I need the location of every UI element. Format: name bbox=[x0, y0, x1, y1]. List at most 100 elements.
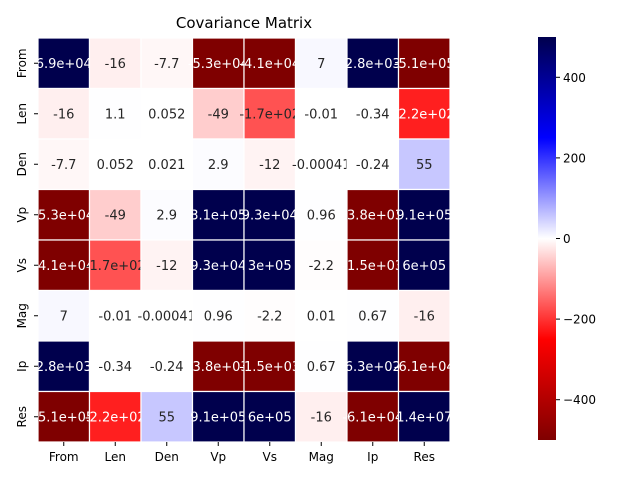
colorbar: 400 200 0 −200 −400 bbox=[538, 37, 596, 440]
colorbar-tick-label: −400 bbox=[563, 393, 596, 407]
heatmap-cell bbox=[191, 87, 245, 140]
cell-annotation: -16 bbox=[53, 107, 74, 122]
heatmap-cell bbox=[346, 390, 400, 443]
cell-annotation: 2.9 bbox=[208, 158, 229, 173]
y-tick-label: Len bbox=[15, 103, 29, 124]
cell-annotation: -16 bbox=[414, 309, 435, 324]
cell-annotation: -0.34 bbox=[356, 107, 390, 122]
cell-annotation: 9.3e+04 bbox=[190, 259, 246, 274]
cell-annotation: -2.2 bbox=[257, 309, 282, 324]
heatmap-cell bbox=[191, 188, 245, 241]
cell-annotation: 2.9 bbox=[156, 208, 177, 223]
heatmap-cell bbox=[294, 340, 348, 393]
heatmap-cell bbox=[37, 37, 91, 90]
heatmap-cell bbox=[140, 239, 194, 292]
cell-annotation: 9.1e+05 bbox=[190, 410, 246, 425]
cell-annotation: -0.24 bbox=[150, 360, 184, 375]
heatmap-cell bbox=[397, 37, 451, 90]
cell-annotation: 1.4e+07 bbox=[396, 410, 452, 425]
x-tick-label: Vp bbox=[210, 450, 226, 464]
heatmap-cell bbox=[88, 239, 142, 292]
cell-annotation: -4.1e+04 bbox=[239, 57, 300, 72]
heatmap-cell bbox=[88, 289, 142, 342]
heatmap-cell bbox=[346, 239, 400, 292]
cell-annotation: -0.01 bbox=[304, 107, 338, 122]
heatmap-cell bbox=[397, 390, 451, 443]
colorbar-tick-label: 400 bbox=[563, 71, 586, 85]
heatmap-cell bbox=[243, 188, 297, 241]
cell-annotation: -16 bbox=[311, 410, 332, 425]
x-tick-label: Den bbox=[155, 450, 179, 464]
cell-annotation: -0.00041 bbox=[292, 158, 350, 173]
heatmap-cell bbox=[397, 138, 451, 191]
heatmap-cell bbox=[397, 188, 451, 241]
heatmap-cell bbox=[88, 390, 142, 443]
heatmap-cell bbox=[397, 239, 451, 292]
heatmap-cell bbox=[397, 289, 451, 342]
heatmap-cells: 6.9e+04 -16 -7.7 -5.3e+04-4.1e+04 7 2.8e+03-5… bbox=[33, 37, 455, 443]
heatmap-cell bbox=[294, 138, 348, 191]
x-tick-label: From bbox=[49, 450, 79, 464]
cell-annotation: 3.1e+05 bbox=[190, 208, 246, 223]
cell-annotation: -12 bbox=[259, 158, 280, 173]
heatmap-cell bbox=[294, 390, 348, 443]
cell-annotation: 7 bbox=[317, 57, 325, 72]
cell-annotation: -5.3e+04 bbox=[33, 208, 94, 223]
x-tick-label: Mag bbox=[309, 450, 334, 464]
heatmap-cell bbox=[346, 340, 400, 393]
x-tick-label: Vs bbox=[263, 450, 277, 464]
cell-annotation: 6.9e+04 bbox=[36, 57, 92, 72]
cell-annotation: 6e+05 bbox=[248, 410, 292, 425]
cell-annotation: -1.5e+03 bbox=[239, 360, 300, 375]
cell-annotation: -3.8e+03 bbox=[342, 208, 403, 223]
colorbar-tick-label: 200 bbox=[563, 151, 586, 165]
cell-annotation: -2.2 bbox=[309, 259, 334, 274]
y-axis-ticks: From Len Den Vp Vs Mag Ip Res bbox=[15, 48, 38, 427]
cell-annotation: -2.2e+02 bbox=[394, 107, 455, 122]
x-axis-ticks: From Len Den Vp Vs Mag Ip Res bbox=[49, 442, 435, 464]
cell-annotation: 0.052 bbox=[97, 158, 134, 173]
cell-annotation: 0.021 bbox=[148, 158, 185, 173]
cell-annotation: -1.7e+02 bbox=[239, 107, 300, 122]
cell-annotation: 55 bbox=[158, 410, 175, 425]
heatmap-cell bbox=[88, 37, 142, 90]
cell-annotation: 0.96 bbox=[204, 309, 233, 324]
heatmap-cell bbox=[346, 188, 400, 241]
cell-annotation: 55 bbox=[416, 158, 433, 173]
cell-annotation: -49 bbox=[208, 107, 229, 122]
cell-annotation: -7.7 bbox=[154, 57, 179, 72]
cell-annotation: -5.1e+05 bbox=[394, 57, 455, 72]
cell-annotation: 0.67 bbox=[358, 309, 387, 324]
cell-annotation: -6.1e+04 bbox=[394, 360, 455, 375]
heatmap-cell bbox=[140, 390, 194, 443]
heatmap-cell bbox=[346, 37, 400, 90]
heatmap-cell bbox=[243, 340, 297, 393]
cell-annotation: -16 bbox=[105, 57, 126, 72]
cell-annotation: -4.1e+04 bbox=[33, 259, 94, 274]
cell-annotation: -0.34 bbox=[98, 360, 132, 375]
colorbar-tick-label: 0 bbox=[563, 232, 571, 246]
cell-annotation: -0.00041 bbox=[138, 309, 196, 324]
heatmap-cell bbox=[37, 87, 91, 140]
cell-annotation: 7 bbox=[60, 309, 68, 324]
cell-annotation: -3.8e+03 bbox=[188, 360, 249, 375]
cell-annotation: -5.1e+05 bbox=[33, 410, 94, 425]
cell-annotation: -5.3e+04 bbox=[188, 57, 249, 72]
cell-annotation: -0.01 bbox=[98, 309, 132, 324]
cell-annotation: 1.1 bbox=[105, 107, 126, 122]
y-tick-label: Vp bbox=[15, 207, 29, 223]
cell-annotation: 0.01 bbox=[307, 309, 336, 324]
cell-annotation: 0.67 bbox=[307, 360, 336, 375]
cell-annotation: 0.052 bbox=[148, 107, 185, 122]
y-tick-label: Res bbox=[15, 406, 29, 427]
heatmap-cell bbox=[191, 289, 245, 342]
x-tick-label: Ip bbox=[367, 450, 378, 464]
heatmap-cell bbox=[397, 87, 451, 140]
cell-annotation: 6e+05 bbox=[402, 259, 446, 274]
heatmap-cell bbox=[346, 87, 400, 140]
heatmap-cell bbox=[88, 138, 142, 191]
heatmap-cell bbox=[140, 87, 194, 140]
cell-annotation: 0.96 bbox=[307, 208, 336, 223]
cell-annotation: 9.1e+05 bbox=[396, 208, 452, 223]
